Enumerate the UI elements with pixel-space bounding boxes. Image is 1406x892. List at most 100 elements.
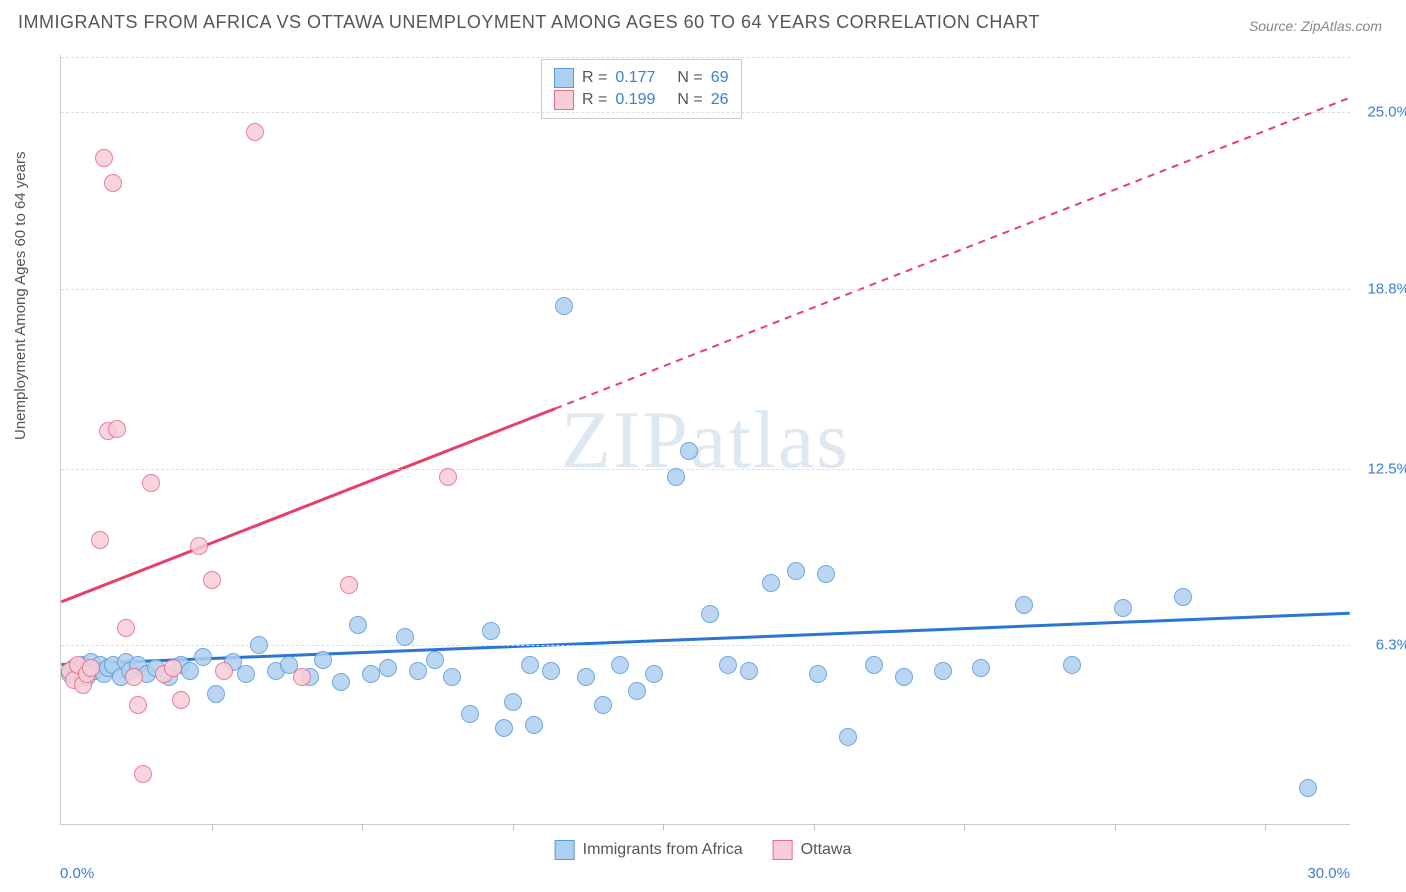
scatter-point <box>129 696 147 714</box>
scatter-point <box>65 671 83 689</box>
scatter-point <box>301 668 319 686</box>
legend-swatch <box>554 68 574 88</box>
scatter-point <box>495 719 513 737</box>
scatter-point <box>934 662 952 680</box>
scatter-point <box>340 576 358 594</box>
scatter-point <box>61 662 79 680</box>
legend-item-label: Ottawa <box>801 841 852 859</box>
scatter-point <box>160 668 178 686</box>
scatter-point <box>104 174 122 192</box>
scatter-point <box>461 705 479 723</box>
legend-r-label: R = <box>582 91 607 109</box>
scatter-point <box>82 653 100 671</box>
scatter-point <box>332 673 350 691</box>
legend-stats-row: R = 0.177N = 69 <box>554 68 729 88</box>
scatter-point <box>1299 779 1317 797</box>
scatter-point <box>172 656 190 674</box>
scatter-point <box>817 565 835 583</box>
gridline <box>61 57 1350 58</box>
scatter-point <box>95 665 113 683</box>
scatter-point <box>95 149 113 167</box>
scatter-point <box>117 653 135 671</box>
y-axis-title: Unemployment Among Ages 60 to 64 years <box>12 151 29 440</box>
scatter-point <box>74 656 92 674</box>
scatter-point <box>246 123 264 141</box>
scatter-point <box>74 676 92 694</box>
scatter-point <box>78 668 96 686</box>
scatter-point <box>1063 656 1081 674</box>
scatter-point <box>762 574 780 592</box>
x-tick <box>212 824 213 830</box>
scatter-point <box>577 668 595 686</box>
scatter-point <box>701 605 719 623</box>
scatter-point <box>628 682 646 700</box>
legend-stats-box: R = 0.177N = 69R = 0.199N = 26 <box>541 59 742 119</box>
scatter-point <box>611 656 629 674</box>
x-tick <box>964 824 965 830</box>
gridline <box>61 289 1350 290</box>
scatter-point <box>125 668 143 686</box>
y-tick-label: 25.0% <box>1355 104 1406 121</box>
y-tick-label: 12.5% <box>1355 460 1406 477</box>
x-tick <box>663 824 664 830</box>
scatter-point <box>134 765 152 783</box>
scatter-point <box>147 659 165 677</box>
legend-item-label: Immigrants from Africa <box>583 841 743 859</box>
scatter-point <box>409 662 427 680</box>
scatter-point <box>108 420 126 438</box>
scatter-point <box>99 659 117 677</box>
scatter-point <box>426 651 444 669</box>
scatter-point <box>680 442 698 460</box>
scatter-point <box>78 665 96 683</box>
scatter-point <box>267 662 285 680</box>
gridline <box>61 469 1350 470</box>
scatter-point <box>207 685 225 703</box>
trend-line <box>61 613 1349 664</box>
scatter-point <box>787 562 805 580</box>
scatter-point <box>594 696 612 714</box>
scatter-point <box>172 691 190 709</box>
scatter-point <box>82 659 100 677</box>
scatter-point <box>895 668 913 686</box>
legend-n-label: N = <box>677 69 702 87</box>
legend-item: Immigrants from Africa <box>555 840 743 860</box>
scatter-point <box>839 728 857 746</box>
legend-item: Ottawa <box>773 840 852 860</box>
legend-r-value: 0.199 <box>615 91 655 109</box>
scatter-point <box>349 616 367 634</box>
x-tick <box>1265 824 1266 830</box>
chart-plot-area: ZIPatlas R = 0.177N = 69R = 0.199N = 26 … <box>60 55 1350 825</box>
scatter-point <box>65 659 83 677</box>
scatter-point <box>190 537 208 555</box>
scatter-point <box>667 468 685 486</box>
scatter-point <box>117 619 135 637</box>
legend-n-value: 69 <box>711 69 729 87</box>
scatter-point <box>203 571 221 589</box>
x-tick <box>814 824 815 830</box>
scatter-point <box>86 662 104 680</box>
legend-n-value: 26 <box>711 91 729 109</box>
legend-swatch <box>773 840 793 860</box>
chart-source: Source: ZipAtlas.com <box>1249 18 1382 34</box>
scatter-point <box>362 665 380 683</box>
scatter-point <box>396 628 414 646</box>
scatter-point <box>181 662 199 680</box>
gridline <box>61 645 1350 646</box>
scatter-point <box>224 653 242 671</box>
scatter-point <box>740 662 758 680</box>
x-axis-min-label: 0.0% <box>60 865 94 882</box>
scatter-point <box>237 665 255 683</box>
scatter-point <box>542 662 560 680</box>
scatter-point <box>142 474 160 492</box>
scatter-point <box>280 656 298 674</box>
chart-title: IMMIGRANTS FROM AFRICA VS OTTAWA UNEMPLO… <box>18 12 1040 33</box>
legend-r-value: 0.177 <box>615 69 655 87</box>
scatter-point <box>314 651 332 669</box>
scatter-point <box>129 656 147 674</box>
scatter-point <box>443 668 461 686</box>
scatter-point <box>379 659 397 677</box>
scatter-point <box>645 665 663 683</box>
scatter-point <box>1174 588 1192 606</box>
trend-line-dashed <box>555 98 1349 409</box>
scatter-point <box>972 659 990 677</box>
